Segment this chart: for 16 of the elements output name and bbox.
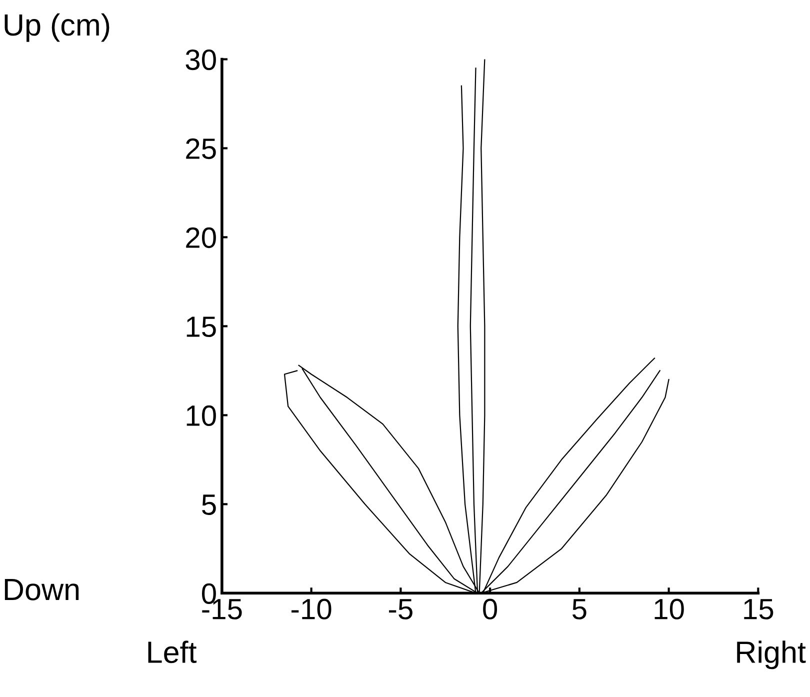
x-tick-label: -10 xyxy=(292,598,332,620)
text: Right xyxy=(737,640,806,670)
y-tick-label: 10 xyxy=(186,405,216,426)
x-tick-label: -5 xyxy=(389,599,412,620)
x-tick-label: 0 xyxy=(483,598,498,620)
text: Down xyxy=(4,579,79,600)
x-tick-label: 15 xyxy=(744,599,774,620)
y-axis-title: Up (cm) xyxy=(4,13,110,42)
y-tick-label: 20 xyxy=(186,227,216,248)
y-tick-label: 15 xyxy=(186,316,216,338)
text: Left xyxy=(148,640,197,664)
y-tick-label: 30 xyxy=(186,49,216,70)
y-tick-label: 25 xyxy=(186,138,216,160)
x-tick-label: 10 xyxy=(654,598,684,620)
x-tick-label: 5 xyxy=(572,599,586,620)
y-tick-label: 5 xyxy=(202,494,216,516)
